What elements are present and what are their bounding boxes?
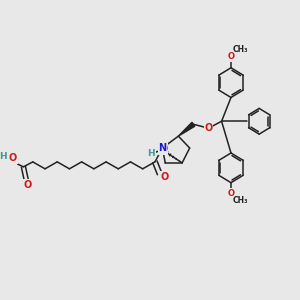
- Text: O: O: [227, 52, 235, 62]
- Text: H: H: [147, 149, 155, 158]
- Polygon shape: [178, 122, 195, 136]
- Text: O: O: [227, 189, 235, 198]
- Text: O: O: [23, 180, 31, 190]
- Text: CH₃: CH₃: [233, 45, 248, 54]
- Text: H: H: [0, 152, 7, 161]
- Text: N: N: [158, 143, 166, 153]
- Text: O: O: [160, 172, 168, 182]
- Text: O: O: [9, 153, 17, 163]
- Text: O: O: [204, 123, 213, 133]
- Text: CH₃: CH₃: [233, 196, 248, 205]
- Text: O: O: [159, 144, 167, 154]
